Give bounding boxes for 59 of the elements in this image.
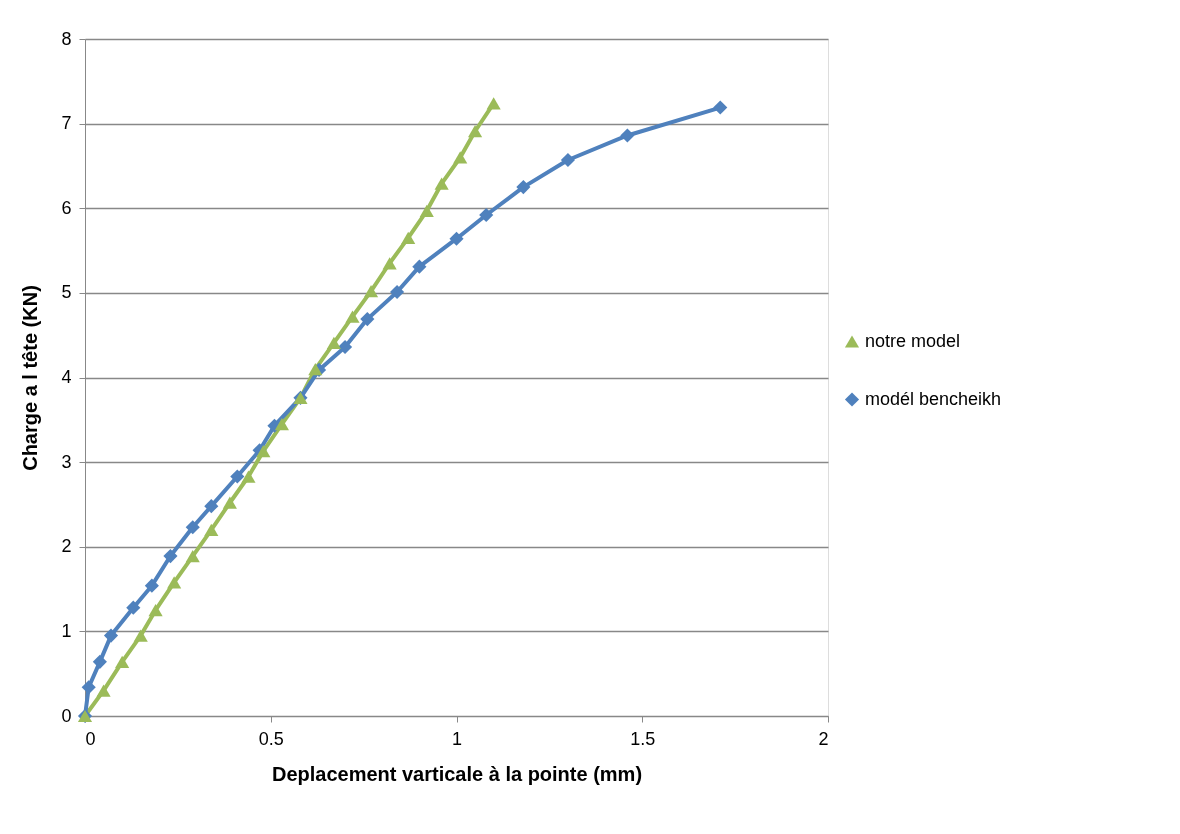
legend-label: notre model [865, 330, 961, 351]
x-axis-title: Deplacement varticale à la pointe (mm) [271, 762, 643, 785]
point [363, 285, 379, 298]
point [256, 445, 271, 458]
point [401, 231, 416, 244]
point [204, 499, 219, 514]
point [241, 470, 256, 483]
point [144, 578, 159, 593]
y-tick-label: 3 [61, 451, 72, 472]
y-tick-label: 8 [61, 28, 72, 49]
point [230, 469, 245, 484]
point [103, 628, 119, 643]
point [449, 231, 464, 246]
point [204, 523, 219, 536]
y-tick-label: 6 [61, 197, 72, 218]
point [360, 312, 375, 327]
point [274, 417, 289, 431]
point [620, 128, 635, 143]
x-tick-label: 0.5 [258, 728, 284, 749]
point [453, 151, 468, 164]
point [92, 654, 107, 669]
point [126, 600, 141, 615]
point [308, 362, 323, 376]
point [713, 100, 728, 115]
point [185, 520, 200, 535]
x-tick-label: 1.5 [630, 728, 656, 749]
y-tick-label: 7 [61, 113, 72, 134]
point [345, 310, 360, 323]
x-tick-label: 1 [451, 728, 463, 749]
point [81, 680, 96, 695]
y-tick-label: 0 [61, 705, 72, 726]
point [185, 549, 200, 563]
point [468, 125, 483, 138]
point [479, 207, 494, 223]
y-tick-label: 1 [61, 620, 72, 641]
y-tick-label: 5 [61, 282, 72, 303]
point [560, 152, 576, 168]
point [222, 496, 237, 509]
x-tick-label: 0 [85, 728, 96, 749]
point [434, 177, 449, 190]
y-axis-title: Charge a l tête (KN) [19, 285, 42, 471]
point [167, 576, 182, 589]
point [486, 97, 501, 110]
point [133, 629, 148, 642]
point [419, 204, 434, 217]
point [516, 180, 531, 195]
legend-label: modél bencheikh [865, 388, 1002, 409]
point [115, 655, 130, 668]
point [96, 684, 111, 697]
point [163, 548, 178, 564]
point [382, 257, 397, 270]
point [148, 604, 163, 617]
point [326, 336, 341, 349]
y-tick-label: 4 [61, 367, 72, 387]
x-tick-label: 2 [818, 728, 829, 749]
point [389, 284, 405, 300]
y-tick-label: 2 [61, 536, 72, 557]
point [337, 339, 353, 355]
point [412, 259, 427, 274]
